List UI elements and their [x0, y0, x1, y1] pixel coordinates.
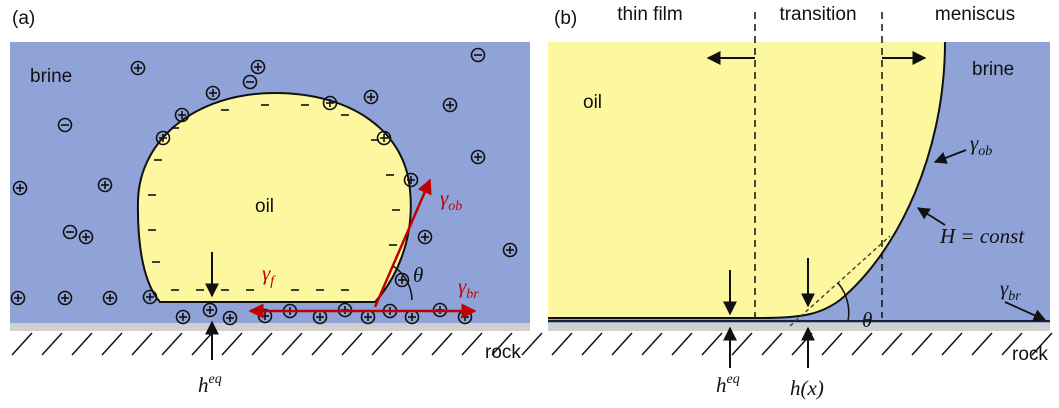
- hatch: [972, 333, 992, 355]
- hatch: [372, 333, 392, 355]
- hatch: [162, 333, 182, 355]
- h-x-label: h(x): [790, 376, 824, 400]
- hatch: [42, 333, 62, 355]
- panel-label: (b): [554, 8, 577, 29]
- hatch: [552, 333, 572, 355]
- hatch: [402, 333, 422, 355]
- hatch: [942, 333, 962, 355]
- hatch: [642, 333, 662, 355]
- hatch: [852, 333, 872, 355]
- rock-surface: [548, 323, 1050, 331]
- hatch: [672, 333, 692, 355]
- brine-label: brine: [972, 59, 1014, 80]
- hatch: [342, 333, 362, 355]
- h-const-label: H = const: [939, 224, 1025, 248]
- region-label: thin film: [617, 4, 682, 25]
- oil-label: oil: [583, 92, 602, 113]
- rock-surface: [10, 323, 530, 331]
- h-eq-label: heq: [716, 372, 740, 397]
- hatch: [522, 333, 542, 355]
- hatch: [312, 333, 332, 355]
- region-label: meniscus: [935, 4, 1015, 25]
- hatch: [252, 333, 272, 355]
- hatch: [432, 333, 452, 355]
- panel-a: (a) brine oil γob γf γbr θ heq rock: [10, 8, 542, 397]
- hatch: [882, 333, 902, 355]
- rock-label: rock: [485, 342, 521, 363]
- hatch: [222, 333, 242, 355]
- rock-label: rock: [1012, 344, 1048, 365]
- hatch: [762, 333, 782, 355]
- hatch: [132, 333, 152, 355]
- hatch: [192, 333, 212, 355]
- hatch: [102, 333, 122, 355]
- hatch: [72, 333, 92, 355]
- hatch: [582, 333, 602, 355]
- panel-label: (a): [12, 8, 35, 29]
- hatch: [912, 333, 932, 355]
- theta-label: θ: [862, 308, 872, 332]
- panel-b: (b) thin film transition meniscus oil br…: [548, 4, 1052, 400]
- hatch: [702, 333, 722, 355]
- h-eq-label: heq: [198, 372, 222, 397]
- hatch: [462, 333, 482, 355]
- brine-label: brine: [30, 66, 72, 87]
- hatch: [282, 333, 302, 355]
- hatch: [822, 333, 842, 355]
- hatch: [732, 333, 752, 355]
- hatch: [612, 333, 632, 355]
- oil-droplet: [138, 93, 411, 302]
- region-label: transition: [779, 4, 856, 25]
- oil-label: oil: [255, 196, 274, 217]
- figure: (a) brine oil γob γf γbr θ heq rock (b) …: [0, 0, 1059, 408]
- theta-label: θ: [413, 263, 423, 287]
- hatch: [12, 333, 32, 355]
